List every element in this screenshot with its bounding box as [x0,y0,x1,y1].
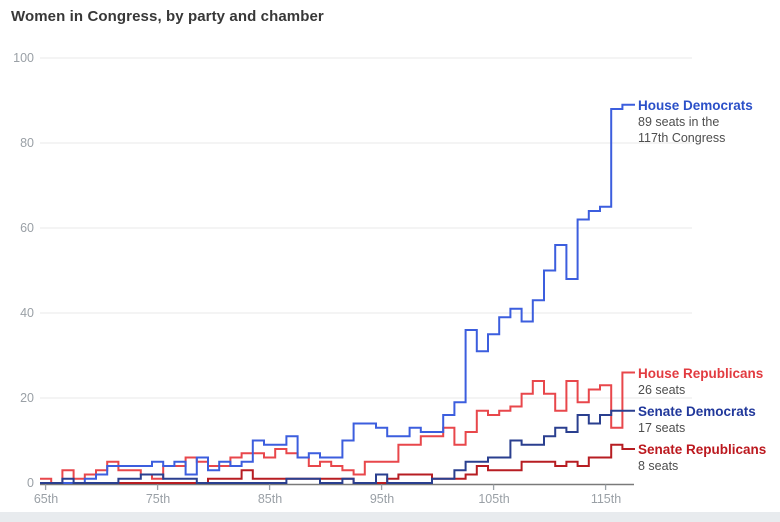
annotation-house-republicans: House Republicans 26 seats [638,365,763,398]
y-tick-label: 100 [13,51,34,65]
x-tick-label: 105th [478,492,510,506]
y-tick-label: 40 [20,306,34,320]
series-path-senate-republicans [40,443,635,484]
y-tick-label: 60 [20,221,34,235]
x-tick-label: 85th [257,492,283,506]
annotation-senate-democrats: Senate Democrats 17 seats [638,403,756,436]
x-tick-label: 115th [590,492,622,506]
series-name-house-democrats: House Democrats [638,98,753,113]
series-note: 8 seats [638,459,679,473]
annotation-senate-republicans: Senate Republicans 8 seats [638,441,766,474]
y-tick-label: 20 [20,391,34,405]
series-name-senate-republicans: Senate Republicans [638,442,767,457]
series-note: 17 seats [638,421,686,435]
series-path-senate-democrats [40,409,635,484]
y-tick-label: 80 [20,136,34,150]
page-title: Women in Congress, by party and chamber [11,8,324,25]
series-name-house-republicans: House Republicans [638,366,764,381]
y-tick-label: 0 [27,476,34,490]
series-path-house-republicans [40,371,635,484]
annotation-house-democrats: House Democrats 89 seats in the 117th Co… [638,97,753,146]
series-note: 26 seats [638,383,686,397]
x-tick-label: 75th [145,492,171,506]
bottom-strip [0,512,780,522]
series-note: 89 seats in the [638,115,720,129]
series-name-senate-democrats: Senate Democrats [638,404,756,419]
series-note: 117th Congress [638,131,726,145]
x-tick-label: 65th [33,492,59,506]
x-tick-label: 95th [369,492,395,506]
series-path-house-democrats [40,103,635,484]
